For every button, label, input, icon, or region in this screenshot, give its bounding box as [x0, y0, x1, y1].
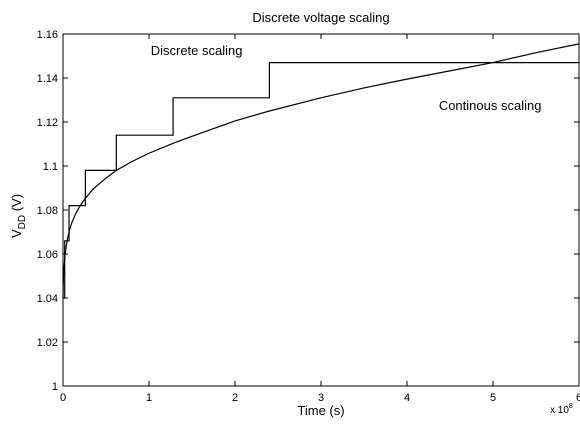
x-axis-multiplier-exponent: 8: [569, 403, 573, 410]
y-axis-label-unit: (V): [9, 194, 24, 215]
plot-frame: [62, 33, 580, 387]
annotation-discrete-scaling: Discrete scaling: [151, 43, 243, 58]
y-axis-label-subscript: DD: [17, 215, 28, 229]
tick-layer: 0 1 2 3 4 5 611.021.041.061.081.11.121.141.16: [37, 29, 580, 404]
y-tick-label: 1.16: [37, 29, 58, 41]
annotation-continous-scaling: Continous scaling: [439, 98, 542, 113]
x-axis-label: Time (s): [297, 403, 344, 418]
series-line-discrete-scaling: [63, 61, 579, 299]
x-tick-label: 1: [146, 392, 152, 404]
y-tick-label: 1.02: [37, 337, 58, 349]
y-tick-label: 1.1: [43, 161, 58, 173]
x-tick-label: 6: [576, 392, 580, 404]
x-tick-label: 5: [490, 392, 496, 404]
y-tick-label: 1.04: [37, 293, 58, 305]
x-axis-multiplier-base: x 10: [550, 405, 569, 416]
x-tick-label: 3: [318, 392, 324, 404]
series-layer: [62, 43, 580, 299]
annotation-layer: Discrete scaling Continous scaling: [151, 43, 542, 113]
y-tick-label: 1: [52, 381, 58, 393]
chart-title: Discrete voltage scaling: [252, 10, 389, 25]
y-axis-label-main: V: [9, 229, 24, 238]
x-tick-label: 0: [60, 392, 66, 404]
x-axis-multiplier: x 108: [550, 403, 573, 416]
x-tick-label: 2: [232, 392, 238, 404]
y-tick-label: 1.08: [37, 205, 58, 217]
x-tick-label: 4: [404, 392, 410, 404]
y-tick-label: 1.06: [37, 249, 58, 261]
y-tick-label: 1.14: [37, 73, 58, 85]
y-axis-label: VDD (V): [9, 194, 28, 238]
y-tick-label: 1.12: [37, 117, 58, 129]
series-line-continous-scaling: [62, 43, 580, 299]
plot-area-border: [62, 33, 580, 387]
